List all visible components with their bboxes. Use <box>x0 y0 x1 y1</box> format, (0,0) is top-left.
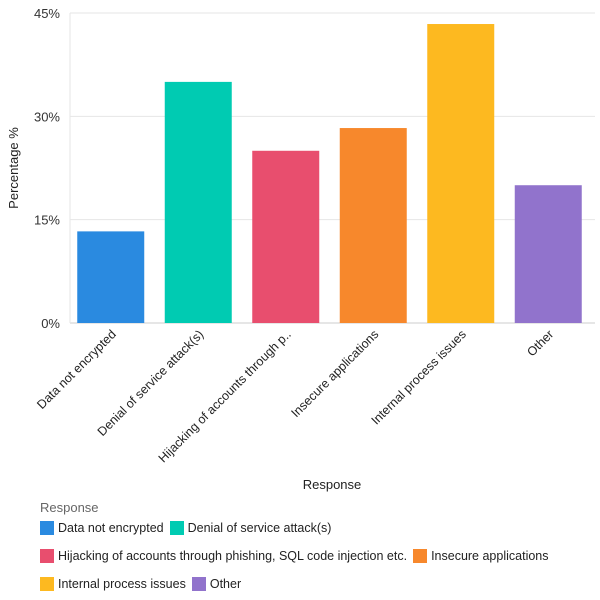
y-tick-label: 45% <box>34 6 60 21</box>
legend-title: Response <box>40 500 99 515</box>
bar <box>339 128 407 323</box>
legend-swatch <box>413 549 428 563</box>
legend-item[interactable]: Insecure applications <box>413 549 549 563</box>
y-tick-label: 0% <box>41 316 60 331</box>
y-tick-label: 30% <box>34 109 60 124</box>
bar <box>252 150 320 323</box>
bar <box>514 185 582 323</box>
legend-label: Internal process issues <box>58 577 186 591</box>
x-axis-title: Response <box>303 477 362 492</box>
legend-item[interactable]: Internal process issues <box>40 577 186 591</box>
legend-label: Insecure applications <box>431 549 549 563</box>
legend-label: Hijacking of accounts through phishing, … <box>58 549 408 563</box>
legend-label: Other <box>209 577 242 591</box>
legend-item[interactable]: Data not encrypted <box>40 521 164 535</box>
legend-label: Data not encrypted <box>58 521 164 535</box>
bar <box>164 81 232 323</box>
legend: Response Data not encrypted Denial of ser… <box>40 500 590 598</box>
y-axis-title: Percentage % <box>6 127 21 209</box>
legend-swatch <box>169 521 184 535</box>
legend-swatch <box>40 521 54 535</box>
legend-item[interactable]: Denial of service attack(s) <box>169 521 332 535</box>
legend-label: Denial of service attack(s) <box>187 521 332 535</box>
legend-item[interactable]: Hijacking of accounts through phishing, … <box>40 549 407 563</box>
bar <box>427 24 495 324</box>
x-tick-label: Data not encrypted <box>34 327 119 412</box>
legend-swatch <box>191 577 206 591</box>
x-tick-label: Other <box>524 327 556 359</box>
legend-item[interactable]: Other <box>191 577 242 591</box>
legend-swatch <box>40 577 54 591</box>
x-tick-label: Insecure applications <box>288 327 381 420</box>
y-tick-label: 15% <box>34 213 60 228</box>
x-tick-label: Internal process issues <box>369 327 469 427</box>
bar <box>77 231 145 323</box>
legend-swatch <box>40 549 54 563</box>
